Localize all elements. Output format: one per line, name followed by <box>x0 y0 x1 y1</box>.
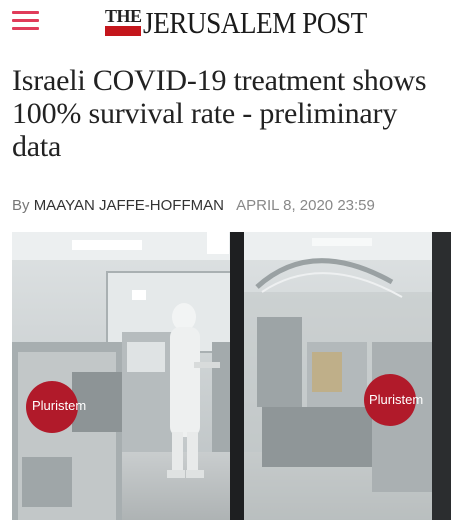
article-byline: By MAAYAN JAFFE-HOFFMAN APRIL 8, 2020 23… <box>12 197 375 215</box>
pluristem-logo-left: Pluristem <box>32 398 86 413</box>
site-logo[interactable]: THE JERUSALEM POST <box>105 6 397 42</box>
author-link[interactable]: MAAYAN JAFFE-HOFFMAN <box>33 197 224 214</box>
logo-the-mark: THE <box>105 6 142 36</box>
logo-red-bar <box>105 26 141 36</box>
logo-name: JERUSALEM POST <box>143 5 367 40</box>
logo-prefix: THE <box>105 6 142 26</box>
top-bar: THE JERUSALEM POST <box>0 0 462 52</box>
pluristem-logo-right: Pluristem <box>369 392 423 407</box>
publish-date: APRIL 8, 2020 23:59 <box>236 197 375 214</box>
byline-prefix: By <box>12 197 30 214</box>
hamburger-menu-icon[interactable] <box>12 9 39 33</box>
article-photo[interactable]: Pluristem Pluristem <box>12 232 451 520</box>
lab-cleanroom-image: Pluristem Pluristem <box>12 232 451 520</box>
article-headline: Israeli COVID-19 treatment shows 100% su… <box>12 64 427 163</box>
